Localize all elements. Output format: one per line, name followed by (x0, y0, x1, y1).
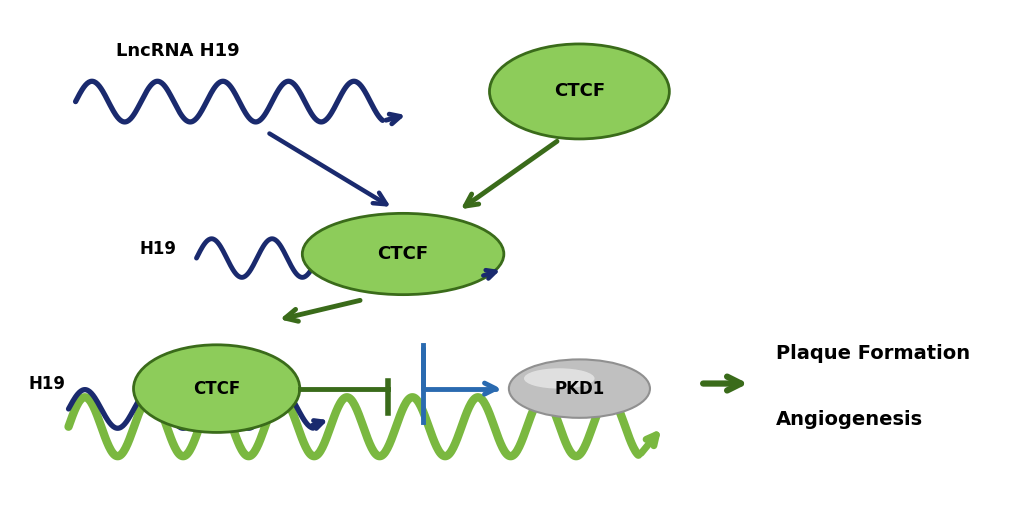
Text: Plaque Formation: Plaque Formation (775, 343, 969, 363)
Text: CTCF: CTCF (553, 82, 604, 101)
Text: H19: H19 (29, 374, 65, 393)
Ellipse shape (302, 213, 503, 295)
Text: H19: H19 (140, 240, 176, 258)
Text: CTCF: CTCF (193, 379, 240, 398)
Text: Angiogenesis: Angiogenesis (775, 409, 922, 429)
Text: CTCF: CTCF (377, 245, 428, 263)
Ellipse shape (489, 44, 668, 139)
Ellipse shape (133, 345, 300, 432)
Ellipse shape (524, 368, 594, 389)
Text: LncRNA H19: LncRNA H19 (116, 42, 239, 60)
Ellipse shape (508, 360, 649, 418)
Text: PKD1: PKD1 (553, 379, 604, 398)
